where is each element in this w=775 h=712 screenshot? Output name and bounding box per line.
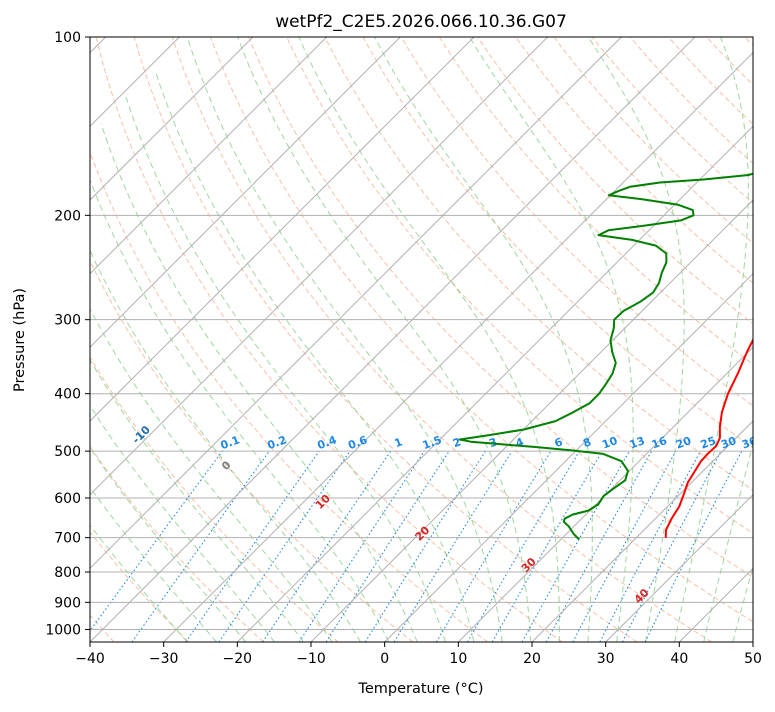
y-tick-label: 1000 [45, 622, 81, 638]
x-tick-label: −20 [223, 651, 253, 667]
x-tick-label: 30 [597, 651, 615, 667]
plot-background [90, 37, 753, 642]
x-axis-label: Temperature (°C) [357, 681, 483, 697]
x-tick-label: −30 [149, 651, 179, 667]
x-tick-label: 50 [744, 651, 762, 667]
y-tick-label: 400 [54, 387, 81, 403]
y-tick-label: 900 [54, 595, 81, 611]
x-tick-label: 40 [670, 651, 688, 667]
chart-title: wetPf2_C2E5.2026.066.10.36.G07 [275, 12, 567, 32]
y-tick-label: 100 [54, 30, 81, 46]
y-tick-label: 800 [54, 565, 81, 581]
y-tick-label: 500 [54, 444, 81, 460]
y-tick-label: 600 [54, 491, 81, 507]
x-tick-label: 10 [449, 651, 467, 667]
y-tick-label: 700 [54, 531, 81, 547]
x-tick-label: 20 [523, 651, 541, 667]
y-axis-label: Pressure (hPa) [12, 288, 28, 392]
x-tick-label: −40 [75, 651, 105, 667]
x-tick-label: 0 [380, 651, 389, 667]
y-tick-label: 300 [54, 313, 81, 329]
y-tick-label: 200 [54, 208, 81, 224]
x-tick-label: −10 [296, 651, 326, 667]
